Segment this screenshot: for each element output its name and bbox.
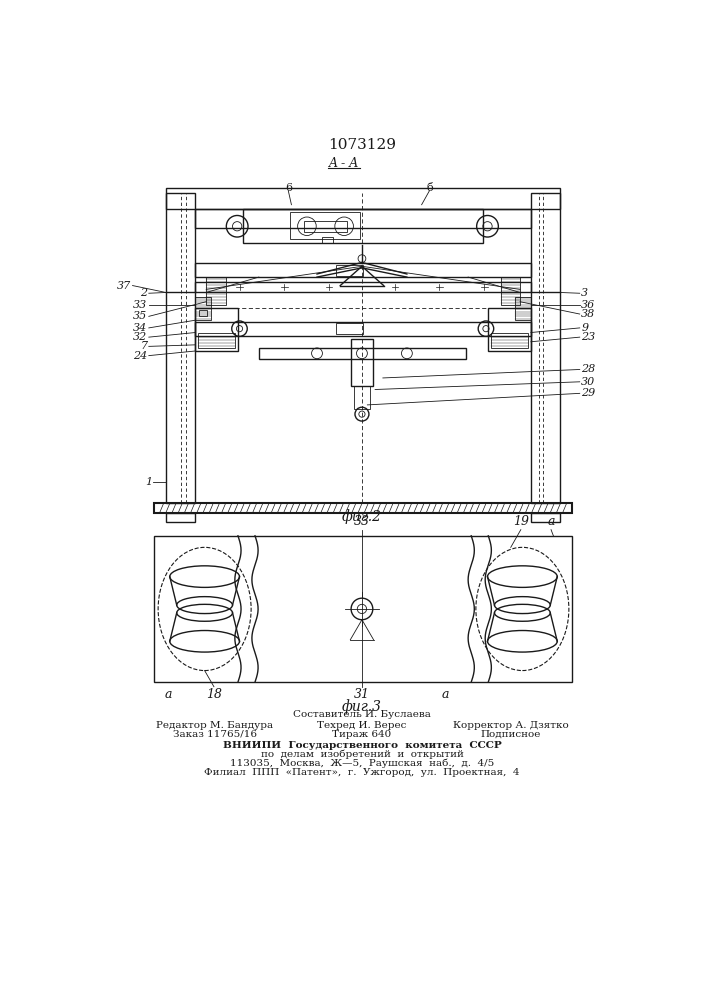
Bar (199, 333, 235, 348)
Bar (290, 212, 360, 239)
Text: 2: 2 (140, 288, 147, 298)
Bar (351, 339, 373, 386)
Text: 29: 29 (581, 388, 595, 398)
Text: 19: 19 (513, 515, 529, 528)
Bar (337, 323, 363, 334)
Text: Тираж 640: Тираж 640 (332, 730, 392, 739)
Bar (304, 221, 347, 232)
Text: 37: 37 (117, 281, 131, 291)
Text: 31: 31 (354, 688, 370, 701)
Bar (259, 348, 466, 359)
Text: 23: 23 (581, 332, 595, 342)
Bar (195, 297, 211, 320)
Text: A - A: A - A (329, 157, 359, 170)
Text: фиг.2: фиг.2 (342, 509, 382, 524)
Bar (491, 333, 528, 348)
Bar (337, 265, 363, 276)
Bar (195, 308, 238, 351)
Bar (354, 386, 370, 409)
Text: ВНИИПИ  Государственного  комитета  СССР: ВНИИПИ Государственного комитета СССР (223, 741, 501, 750)
Text: Составитель И. Буслаева: Составитель И. Буслаева (293, 710, 431, 719)
Text: 28: 28 (581, 364, 595, 374)
Bar (531, 513, 561, 522)
Text: Редактор М. Бандура: Редактор М. Бандура (156, 721, 274, 730)
Bar (195, 282, 531, 292)
Text: а: а (165, 688, 172, 701)
Text: Подписное: Подписное (481, 730, 541, 739)
Text: 3: 3 (581, 288, 588, 298)
Bar (166, 513, 195, 522)
Text: 36: 36 (581, 300, 595, 310)
Text: фиг.3: фиг.3 (342, 699, 382, 714)
Bar (195, 322, 531, 336)
Text: по  делам  изобретений  и  открытий: по делам изобретений и открытий (260, 750, 463, 759)
Text: 30: 30 (581, 377, 595, 387)
Bar (531, 193, 561, 503)
Text: а: а (547, 515, 555, 528)
Text: 113035,  Москва,  Ж—5,  Раушская  наб.,  д.  4/5: 113035, Москва, Ж—5, Раушская наб., д. 4… (230, 759, 494, 768)
Bar (154, 503, 572, 513)
Text: 38: 38 (581, 309, 595, 319)
Text: 33: 33 (354, 515, 370, 528)
Bar (501, 277, 520, 305)
Text: а: а (441, 688, 449, 701)
Bar (515, 297, 531, 320)
Bar (489, 308, 531, 351)
Bar (166, 188, 561, 209)
Text: 35: 35 (133, 311, 147, 321)
Bar (166, 193, 195, 503)
Text: 34: 34 (133, 323, 147, 333)
Bar (195, 209, 531, 228)
Text: 1: 1 (145, 477, 152, 487)
Bar (322, 237, 333, 243)
Text: 33: 33 (133, 300, 147, 310)
Text: Корректор А. Дзятко: Корректор А. Дзятко (453, 721, 568, 730)
Text: Техред И. Верес: Техред И. Верес (317, 721, 407, 730)
Text: 24: 24 (133, 351, 147, 361)
Text: 18: 18 (206, 688, 222, 701)
Text: б: б (426, 183, 433, 193)
Text: 9: 9 (581, 323, 588, 333)
Bar (199, 310, 207, 316)
Text: 7: 7 (140, 341, 147, 351)
Text: 32: 32 (133, 332, 147, 342)
Bar (195, 263, 531, 277)
Bar (206, 277, 226, 305)
Text: 6: 6 (285, 183, 292, 193)
Bar (154, 536, 572, 682)
Text: 1073129: 1073129 (328, 138, 396, 152)
Bar (243, 209, 483, 243)
Text: Заказ 11765/16: Заказ 11765/16 (173, 730, 257, 739)
Text: Филиал  ППП  «Патент»,  г.  Ужгород,  ул.  Проектная,  4: Филиал ППП «Патент», г. Ужгород, ул. Про… (204, 768, 520, 777)
